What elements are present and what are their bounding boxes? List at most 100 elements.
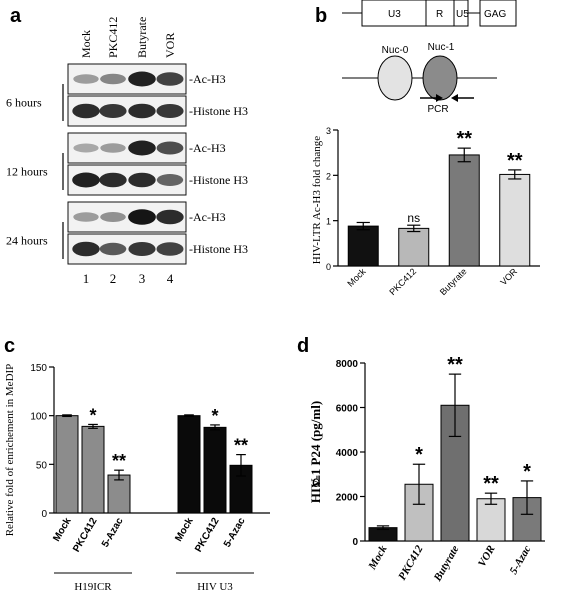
panel-c-significance: * xyxy=(89,405,96,425)
panel-b-letter: b xyxy=(315,5,327,27)
panel-d-significance: * xyxy=(523,461,531,483)
blot-row-label: -Ac-H3 xyxy=(189,141,226,155)
panel-c-bar xyxy=(203,426,227,514)
panel-d-significance: ** xyxy=(483,473,499,495)
panel-c-x-tick-label: Mock xyxy=(51,516,74,544)
ltr-box-label: U5 xyxy=(456,9,469,20)
ltr-box xyxy=(479,0,517,27)
blot-band xyxy=(128,71,156,87)
panel-c-bar xyxy=(107,474,131,514)
blot-band xyxy=(156,104,184,118)
panel-a-letter: a xyxy=(10,5,22,27)
blot-band xyxy=(128,242,156,256)
panel-c-significance: * xyxy=(211,406,218,426)
panel-d-x-tick-label: PKC412 xyxy=(396,543,426,582)
time-point-label: 24 hours xyxy=(6,234,48,248)
panel-b-x-tick-label: VOR xyxy=(498,266,519,287)
panel-b-x-tick-label: Mock xyxy=(345,266,368,289)
panel-c-y-tick-label: 0 xyxy=(41,509,47,520)
panel-d-x-tick-label: 5-Azac xyxy=(508,543,534,576)
blot-band xyxy=(100,143,126,153)
panel-c-x-tick-label: PKC412 xyxy=(71,516,100,555)
pcr-label: PCR xyxy=(427,104,448,115)
panel-c-bar xyxy=(81,425,105,514)
panel-b-bar xyxy=(499,173,531,267)
blot-band xyxy=(100,73,126,85)
panel-c-letter: c xyxy=(4,335,15,357)
panel-b-x-tick-label: Butyrate xyxy=(438,266,469,297)
panel-b-bar xyxy=(398,227,430,267)
blot-band xyxy=(72,172,100,188)
lane-number: 2 xyxy=(110,271,117,286)
blot-row-label: -Ac-H3 xyxy=(189,210,226,224)
panel-c-x-tick-label: PKC412 xyxy=(193,516,222,555)
blot-band xyxy=(156,209,184,225)
blot-band xyxy=(128,209,156,225)
panel-d-letter: d xyxy=(297,335,309,357)
blot-band xyxy=(156,141,184,155)
panel-c-y-tick-label: 100 xyxy=(30,412,47,423)
panel-b-bar xyxy=(347,225,379,267)
panel-c-y-tick-label: 50 xyxy=(36,460,48,471)
lane-number: 1 xyxy=(83,271,90,286)
panel-c-significance: ** xyxy=(234,436,248,456)
panel-d-x-tick-label: Butyrate xyxy=(431,543,462,584)
blot-band xyxy=(99,104,127,118)
nucleosome-label: Nuc-1 xyxy=(428,42,455,53)
nucleosome-label: Nuc-0 xyxy=(382,45,409,56)
lane-label: Mock xyxy=(79,30,93,58)
panel-c-x-tick-label: Mock xyxy=(173,516,196,544)
panel-d-significance: ** xyxy=(447,354,463,376)
blot-band xyxy=(128,103,156,119)
lane-number: 3 xyxy=(139,271,146,286)
panel-d-y-tick-label: 8000 xyxy=(336,359,359,370)
panel-b-significance: ** xyxy=(456,128,472,150)
blot-band xyxy=(73,74,99,84)
blot-band xyxy=(99,172,127,188)
blot-band xyxy=(72,241,100,257)
panel-d-bar xyxy=(476,498,506,542)
lane-label: Butyrate xyxy=(135,17,149,58)
blot-band xyxy=(100,212,126,222)
time-point-label: 6 hours xyxy=(6,96,42,110)
blot-row-label: -Histone H3 xyxy=(189,104,248,118)
blot-band xyxy=(99,242,127,256)
time-point-label: 12 hours xyxy=(6,165,48,179)
primer-arrowhead xyxy=(451,94,458,102)
panel-c-x-tick-label: 5-Azac xyxy=(100,516,126,550)
panel-d-stray-label: d xyxy=(312,474,321,491)
panel-d-y-tick-label: 2000 xyxy=(336,493,359,504)
blot-band xyxy=(73,212,99,222)
panel-b-y-tick-label: 1 xyxy=(326,217,331,227)
primer-arrowhead xyxy=(436,94,443,102)
panel-b-y-label: HIV-LTR Ac-H3 fold change xyxy=(311,136,323,265)
blot-row-label: -Ac-H3 xyxy=(189,72,226,86)
panel-b-y-tick-label: 2 xyxy=(326,171,331,181)
panel-d-x-tick-label: VOR xyxy=(476,544,498,570)
lane-label: VOR xyxy=(163,33,177,58)
panel-b-y-tick-label: 3 xyxy=(326,126,331,136)
panel-c-group-label: HIV U3 xyxy=(197,581,233,593)
panel-d-significance: * xyxy=(415,444,423,466)
panel-d-y-tick-label: 6000 xyxy=(336,404,359,415)
blot-row-label: -Histone H3 xyxy=(189,173,248,187)
panel-d-x-tick-label: Mock xyxy=(366,543,390,573)
panel-c-bar xyxy=(55,415,79,514)
panel-b-y-tick-label: 0 xyxy=(326,262,331,272)
blot-row-label: -Histone H3 xyxy=(189,242,248,256)
blot-band xyxy=(156,72,184,86)
ltr-box-label: GAG xyxy=(484,9,506,20)
ltr-box xyxy=(425,0,455,27)
panel-c-group-label: H19ICR xyxy=(74,581,112,593)
lane-number: 4 xyxy=(167,271,174,286)
panel-b-x-tick-label: PKC412 xyxy=(387,266,418,297)
panel-c-x-tick-label: 5-Azac xyxy=(222,516,248,550)
panel-c-y-tick-label: 150 xyxy=(30,363,47,374)
panel-b-significance: ns xyxy=(407,211,420,225)
panel-b-bar xyxy=(448,154,480,267)
panel-c-y-label: Relative fold of enrichement in MeDIP xyxy=(4,364,16,537)
blot-band xyxy=(72,103,100,119)
blot-band xyxy=(156,242,184,256)
blot-band xyxy=(73,143,99,153)
